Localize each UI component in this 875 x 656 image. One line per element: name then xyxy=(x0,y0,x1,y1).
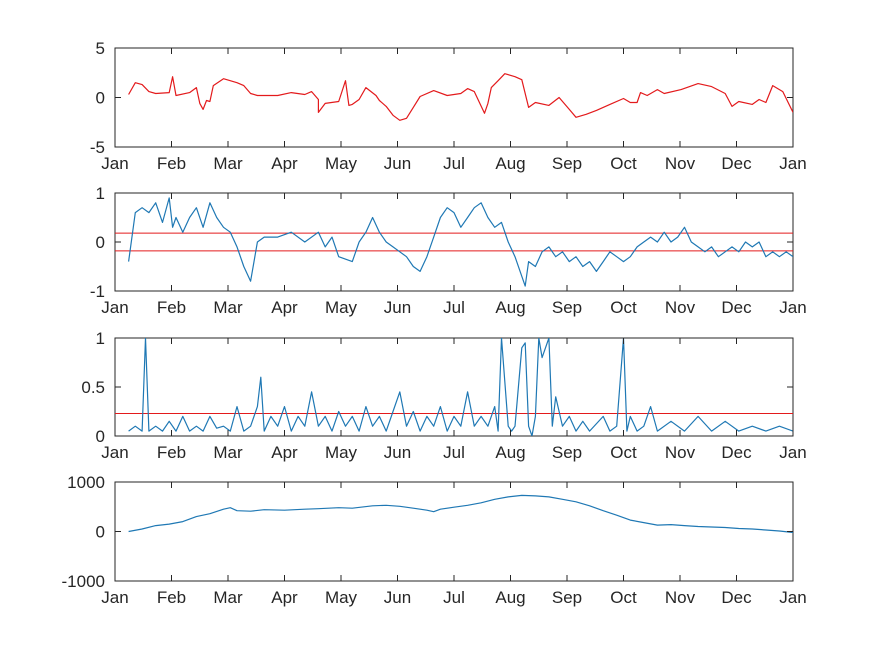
subplot-4-x-tick-label: Jan xyxy=(101,588,128,607)
subplot-2-x-tick-label: Dec xyxy=(721,298,752,317)
subplot-4-x-tick-label: Nov xyxy=(665,588,696,607)
subplot-2-series-line-1 xyxy=(128,197,793,287)
subplot-1-x-tick-label: Apr xyxy=(271,154,298,173)
subplot-1-x-tick-label: Aug xyxy=(495,154,525,173)
subplot-2-y-tick-label: 0 xyxy=(96,233,105,252)
subplot-2: Jan Feb Mar Apr May Jun Jul Aug Sep Oct Nov Dec Jan 1… xyxy=(90,184,807,317)
subplot-1-x-tick-label: Jan xyxy=(779,154,806,173)
subplot-2-x-tick-label: Oct xyxy=(610,298,637,317)
subplot-1-y-tick-label: 5 xyxy=(96,39,105,58)
subplot-4-series-line-1 xyxy=(128,494,793,534)
subplot-4-y-tick-label: 1000 xyxy=(67,473,105,492)
subplot-4-x-tick-label: Sep xyxy=(552,588,582,607)
subplot-2-x-tick-label: Feb xyxy=(157,298,186,317)
subplot-3-x-tick-label: May xyxy=(325,443,358,462)
subplot-3-x-tick-label: Jun xyxy=(384,443,411,462)
subplot-3-x-tick-label: Aug xyxy=(495,443,525,462)
subplot-4-x-tick-label: Jul xyxy=(443,588,465,607)
subplot-2-y-tick-label: 1 xyxy=(96,184,105,203)
subplot-3-y-tick-label: 1 xyxy=(96,329,105,348)
subplot-4-x-tick-label: Mar xyxy=(213,588,243,607)
subplot-1-x-tick-label: May xyxy=(325,154,358,173)
subplot-1-x-tick-label: Mar xyxy=(213,154,243,173)
subplot-2-x-tick-label: Jan xyxy=(101,298,128,317)
subplot-1-x-tick-label: Jun xyxy=(384,154,411,173)
subplot-1-series-line-1 xyxy=(128,73,793,121)
subplot-1-plot-area xyxy=(128,73,793,121)
subplot-4-y-tick-label: 0 xyxy=(96,523,105,542)
subplot-4-x-tick-label: Oct xyxy=(610,588,637,607)
subplot-4-x-tick-label: May xyxy=(325,588,358,607)
subplot-1-x-tick-label: Sep xyxy=(552,154,582,173)
subplot-1-x-tick-label: Nov xyxy=(665,154,696,173)
subplot-4-y-tick-label: -1000 xyxy=(62,572,105,591)
subplot-2-x-tick-label: Nov xyxy=(665,298,696,317)
subplot-3-series-line-1 xyxy=(128,338,793,436)
subplot-1-x-tick-label: Feb xyxy=(157,154,186,173)
subplot-4-x-tick-label: Apr xyxy=(271,588,298,607)
subplot-2-x-tick-label: Sep xyxy=(552,298,582,317)
subplot-2-x-tick-label: Apr xyxy=(271,298,298,317)
subplot-1-y-tick-label: 0 xyxy=(96,89,105,108)
subplot-2-x-tick-label: Jul xyxy=(443,298,465,317)
subplot-3-x-tick-label: Jan xyxy=(779,443,806,462)
subplot-3-x-tick-label: Oct xyxy=(610,443,637,462)
subplot-1-y-tick-label: -5 xyxy=(90,138,105,157)
subplot-4-x-tick-label: Feb xyxy=(157,588,186,607)
subplot-4-x-tick-label: Aug xyxy=(495,588,525,607)
subplot-1-axes-box xyxy=(114,47,794,148)
subplot-2-x-tick-label: Jun xyxy=(384,298,411,317)
subplot-1-x-tick-label: Jul xyxy=(443,154,465,173)
subplot-3-x-tick-label: Jul xyxy=(443,443,465,462)
subplot-3-x-tick-label: Dec xyxy=(721,443,752,462)
subplot-4-x-tick-label: Jun xyxy=(384,588,411,607)
subplot-3-axes-box xyxy=(114,337,794,437)
subplot-2-x-tick-label: Mar xyxy=(213,298,243,317)
subplot-2-x-tick-label: Jan xyxy=(779,298,806,317)
subplot-1-x-tick-label: Dec xyxy=(721,154,752,173)
subplot-2-x-tick-label: May xyxy=(325,298,358,317)
subplot-3-plot-area xyxy=(115,338,793,436)
subplot-3-y-tick-label: 0 xyxy=(96,427,105,446)
subplot-1-x-tick-label: Jan xyxy=(101,154,128,173)
subplot-2-axes-box xyxy=(114,192,794,292)
subplot-2-x-tick-label: Aug xyxy=(495,298,525,317)
subplot-1: Jan Feb Mar Apr May Jun Jul Aug Sep Oct Nov Dec Jan 5… xyxy=(90,39,807,173)
subplot-4-x-tick-label: Dec xyxy=(721,588,752,607)
subplot-2-y-tick-label: -1 xyxy=(90,282,105,301)
subplot-2-plot-area xyxy=(115,197,793,287)
subplot-3-x-tick-label: Nov xyxy=(665,443,696,462)
subplot-3-x-tick-label: Sep xyxy=(552,443,582,462)
subplot-4-plot-area xyxy=(128,494,793,534)
subplot-4-x-tick-label: Jan xyxy=(779,588,806,607)
subplot-4: Jan Feb Mar Apr May Jun Jul Aug Sep Oct Nov Dec Jan 1… xyxy=(62,473,807,607)
subplot-3-x-tick-label: Mar xyxy=(213,443,243,462)
subplot-3: Jan Feb Mar Apr May Jun Jul Aug Sep Oct Nov Dec Jan 1… xyxy=(81,329,806,462)
subplot-4-axes-box xyxy=(114,481,794,582)
subplot-3-x-tick-label: Apr xyxy=(271,443,298,462)
subplot-1-x-tick-label: Oct xyxy=(610,154,637,173)
subplot-3-x-tick-label: Feb xyxy=(157,443,186,462)
subplot-3-y-tick-label: 0.5 xyxy=(81,378,105,397)
subplot-3-x-tick-label: Jan xyxy=(101,443,128,462)
